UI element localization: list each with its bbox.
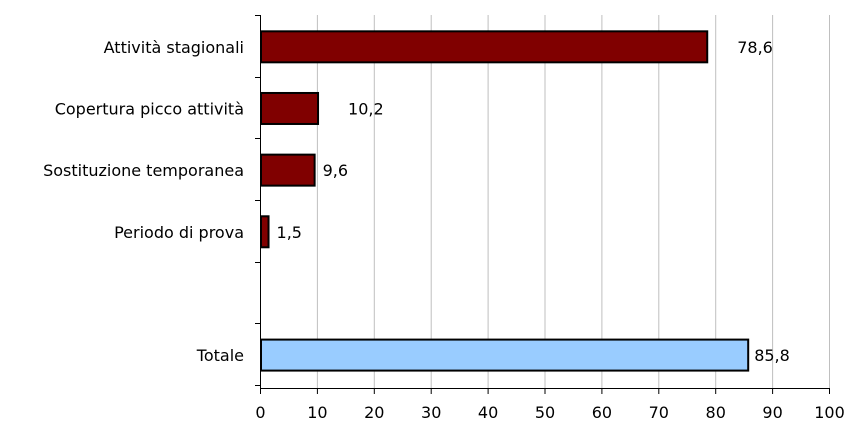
bar [260,153,316,187]
x-tick-label-0: 0 [255,403,265,422]
x-tick-label-60: 60 [592,403,612,422]
x-tick-label-80: 80 [706,403,726,422]
x-tick-label-90: 90 [762,403,782,422]
x-tick-label-100: 100 [814,403,845,422]
bar [260,215,270,249]
x-tick-label-40: 40 [478,403,498,422]
category-label: Copertura picco attività [55,99,244,118]
bar [260,30,709,64]
x-tick-label-70: 70 [649,403,669,422]
data-label: 85,8 [754,346,790,365]
category-label: Totale [196,346,244,365]
data-label: 9,6 [323,161,348,180]
category-label: Attività stagionali [104,38,244,57]
x-tick-label-20: 20 [364,403,384,422]
x-tick-label-10: 10 [307,403,327,422]
category-label: Sostituzione temporanea [43,161,244,180]
x-tick-label-30: 30 [421,403,441,422]
bar-totale [260,338,750,372]
data-label: 78,6 [737,38,773,57]
x-tick-label-50: 50 [535,403,555,422]
data-label: 10,2 [348,99,384,118]
data-label: 1,5 [277,223,302,242]
bar [260,91,320,125]
category-label: Periodo di prova [114,223,244,242]
